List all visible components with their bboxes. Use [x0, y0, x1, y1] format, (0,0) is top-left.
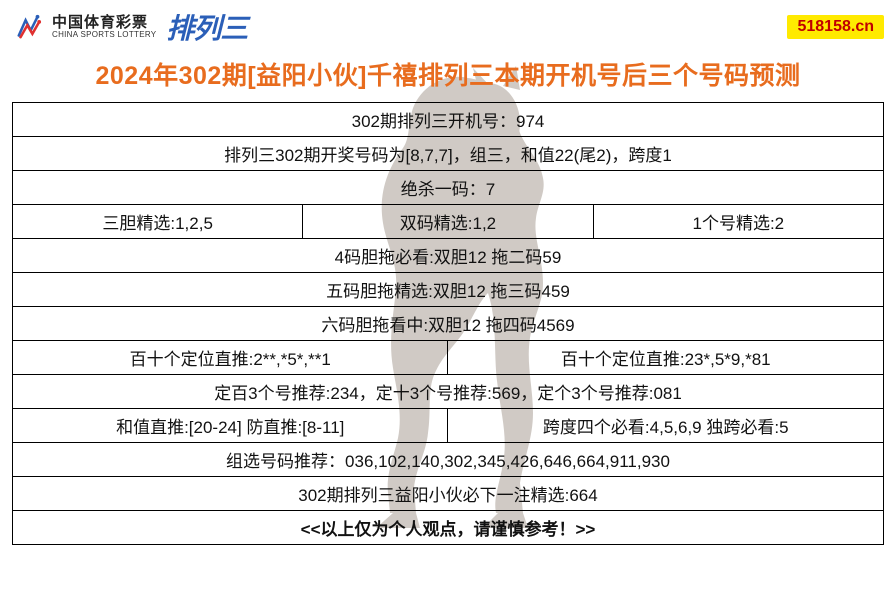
cell-4code: 4码胆拖必看:双胆12 拖二码59: [13, 239, 884, 273]
cell-6code: 六码胆拖看中:双胆12 拖四码4569: [13, 307, 884, 341]
table-row: 302期排列三开机号：974: [13, 103, 884, 137]
cell-single-pick: 1个号精选:2: [593, 205, 883, 239]
table-row: 六码胆拖看中:双胆12 拖四码4569: [13, 307, 884, 341]
logo-pailie: 排列三: [166, 7, 247, 47]
cell-position-a: 百十个定位直推:2**,*5*,**1: [13, 341, 448, 375]
logo-en: CHINA SPORTS LOTTERY: [52, 31, 156, 39]
cell-kill-code: 绝杀一码：7: [13, 171, 884, 205]
cell-double-pick: 双码精选:1,2: [303, 205, 593, 239]
cell-position-b: 百十个定位直推:23*,5*9,*81: [448, 341, 884, 375]
cell-draw-result: 排列三302期开奖号码为[8,7,7]，组三，和值22(尾2)，跨度1: [13, 137, 884, 171]
table-row: 排列三302期开奖号码为[8,7,7]，组三，和值22(尾2)，跨度1: [13, 137, 884, 171]
cell-group-select: 组选号码推荐：036,102,140,302,345,426,646,664,9…: [13, 443, 884, 477]
table-row: 定百3个号推荐:234，定十3个号推荐:569，定个3个号推荐:081: [13, 375, 884, 409]
cell-must-pick: 302期排列三益阳小伙必下一注精选:664: [13, 477, 884, 511]
table-row: <<以上仅为个人观点，请谨慎参考！>>: [13, 511, 884, 545]
page-title: 2024年302期[益阳小伙]千禧排列三本期开机号后三个号码预测: [12, 56, 884, 92]
table-row: 302期排列三益阳小伙必下一注精选:664: [13, 477, 884, 511]
table-row: 绝杀一码：7: [13, 171, 884, 205]
table-row: 百十个定位直推:2**,*5*,**1 百十个定位直推:23*,5*9,*81: [13, 341, 884, 375]
logo-text: 中国体育彩票 CHINA SPORTS LOTTERY: [52, 15, 156, 39]
cell-fixed-pos: 定百3个号推荐:234，定十3个号推荐:569，定个3个号推荐:081: [13, 375, 884, 409]
cell-sum-value: 和值直推:[20-24] 防直推:[8-11]: [13, 409, 448, 443]
cell-span-value: 跨度四个必看:4,5,6,9 独跨必看:5: [448, 409, 884, 443]
cell-triple-pick: 三胆精选:1,2,5: [13, 205, 303, 239]
cell-5code: 五码胆拖精选:双胆12 拖三码459: [13, 273, 884, 307]
site-badge: 518158.cn: [787, 15, 884, 39]
logo-cn: 中国体育彩票: [52, 15, 156, 31]
table-row: 和值直推:[20-24] 防直推:[8-11] 跨度四个必看:4,5,6,9 独…: [13, 409, 884, 443]
table-row: 三胆精选:1,2,5 双码精选:1,2 1个号精选:2: [13, 205, 884, 239]
header-left: 中国体育彩票 CHINA SPORTS LOTTERY 排列三: [12, 7, 247, 47]
prediction-table: 302期排列三开机号：974 排列三302期开奖号码为[8,7,7]，组三，和值…: [12, 102, 884, 545]
cell-disclaimer: <<以上仅为个人观点，请谨慎参考！>>: [13, 511, 884, 545]
header: 中国体育彩票 CHINA SPORTS LOTTERY 排列三 518158.c…: [12, 6, 884, 48]
cell-machine-number: 302期排列三开机号：974: [13, 103, 884, 137]
table-row: 五码胆拖精选:双胆12 拖三码459: [13, 273, 884, 307]
table-row: 4码胆拖必看:双胆12 拖二码59: [13, 239, 884, 273]
table-row: 组选号码推荐：036,102,140,302,345,426,646,664,9…: [13, 443, 884, 477]
lottery-logo-icon: [12, 10, 46, 44]
